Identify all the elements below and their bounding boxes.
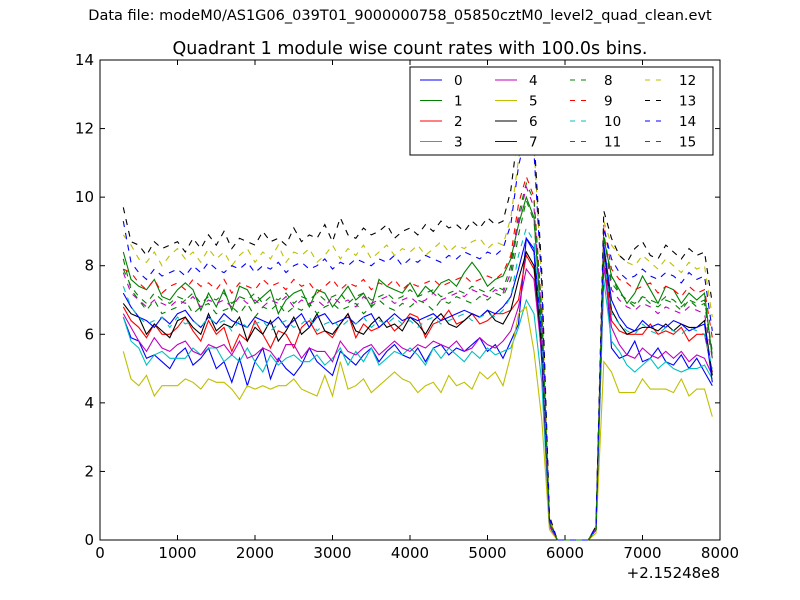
series-9-line: [123, 174, 713, 541]
legend-label-8: 8: [604, 73, 613, 89]
x-tick-label: 8000: [701, 544, 739, 562]
series-3-line: [122, 279, 713, 541]
series-5-line: [122, 305, 713, 541]
y-tick-label: 4: [84, 394, 94, 412]
y-tick-label: 10: [75, 188, 94, 206]
y-tick-label: 6: [84, 325, 94, 343]
series-13-line: [122, 109, 713, 541]
chart-title: Quadrant 1 module wise count rates with …: [173, 39, 648, 59]
x-tick-label: 0: [95, 544, 105, 562]
y-tick-label: 12: [75, 120, 94, 138]
series-7-line: [122, 237, 713, 541]
legend-label-7: 7: [529, 135, 538, 151]
legend-label-15: 15: [679, 135, 696, 151]
series-2-line: [122, 253, 713, 541]
axes-layer: 0 1000 2000 3000 4000 5000 6000 7000 80000246810…: [75, 51, 739, 562]
x-tick-label: 6000: [546, 544, 584, 562]
y-tick-label: 14: [75, 51, 94, 69]
x-tick-label: 1000: [158, 544, 196, 562]
series-15-line: [122, 181, 713, 541]
series-10-line: [122, 226, 713, 541]
series-4-line: [122, 265, 713, 541]
legend-label-2: 2: [454, 114, 463, 130]
x-offset-label: +2.15248e8: [627, 564, 720, 582]
x-tick-label: 3000: [313, 544, 351, 562]
legend-label-9: 9: [604, 94, 613, 110]
legend-label-10: 10: [604, 114, 621, 130]
legend-label-12: 12: [679, 73, 696, 89]
legend-label-4: 4: [529, 73, 538, 89]
legend-box: [409, 66, 714, 156]
legend-label-0: 0: [454, 73, 463, 89]
x-tick-label: 7000: [623, 544, 661, 562]
x-tick-label: 2000: [236, 544, 274, 562]
legend-label-13: 13: [679, 94, 696, 110]
series-layer: [122, 109, 713, 541]
y-tick-label: 2: [84, 462, 94, 480]
legend-label-11: 11: [604, 135, 621, 151]
series-1-line: [122, 195, 713, 541]
series-11-line: [122, 184, 713, 541]
data-file-label: Data file: modeM0/AS1G06_039T01_90000007…: [88, 8, 712, 24]
legend-label-14: 14: [679, 114, 696, 130]
series-6-line: [122, 248, 713, 541]
series-8-line: [122, 198, 713, 541]
series-14-line: [122, 130, 713, 541]
y-tick-label: 0: [84, 531, 94, 549]
series-0-line: [122, 236, 713, 541]
legend-label-6: 6: [529, 114, 538, 130]
y-tick-label: 8: [84, 257, 94, 275]
x-tick-label: 4000: [391, 544, 429, 562]
legend-label-3: 3: [454, 135, 463, 151]
legend-label-5: 5: [529, 94, 538, 110]
series-12-line: [122, 118, 713, 541]
x-tick-label: 5000: [468, 544, 506, 562]
legend-label-1: 1: [454, 94, 463, 110]
